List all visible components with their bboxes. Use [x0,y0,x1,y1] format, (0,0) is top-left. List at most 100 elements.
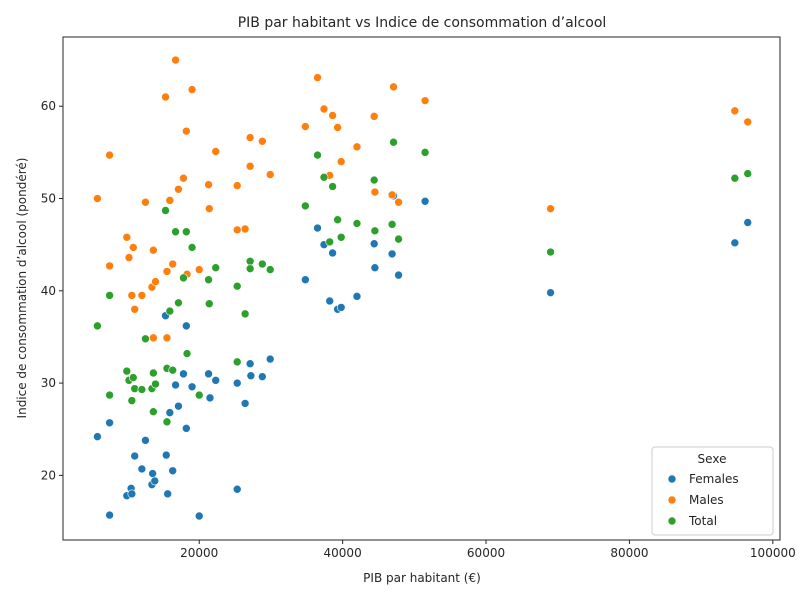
data-point-females [128,490,136,498]
data-point-males [301,123,309,131]
data-point-males [166,196,174,204]
data-point-total [163,418,171,426]
data-point-females [205,370,213,378]
data-point-total [241,310,249,318]
data-point-males [334,123,342,131]
data-point-males [149,246,157,254]
data-point-females [329,249,337,257]
data-point-males [129,243,137,251]
data-point-females [169,467,177,475]
legend-marker-total [668,517,676,525]
x-tick-label: 80000 [610,546,648,560]
data-point-males [205,181,213,189]
data-point-males [106,151,114,159]
legend: Sexe Females Males Total [652,447,773,535]
data-point-females [182,424,190,432]
data-point-females [182,322,190,330]
data-point-total [371,227,379,235]
data-point-total [149,408,157,416]
data-point-males [371,188,379,196]
data-point-females [731,239,739,247]
x-axis-label: PIB par habitant (€) [363,571,481,585]
chart-title: PIB par habitant vs Indice de consommati… [238,15,607,31]
data-point-females [162,451,170,459]
data-point-females [266,355,274,363]
data-point-males [169,260,177,268]
data-point-total [246,257,254,265]
data-point-total [179,274,187,282]
y-tick-label: 50 [41,192,56,206]
data-point-females [179,370,187,378]
legend-marker-females [668,475,676,483]
data-point-males [258,137,266,145]
data-point-males [390,83,398,91]
data-point-males [329,111,337,119]
data-point-total [106,291,114,299]
data-point-females [233,379,241,387]
data-point-total [205,276,213,284]
data-point-total [390,138,398,146]
data-point-total [329,183,337,191]
data-point-males [233,226,241,234]
data-point-total [195,391,203,399]
data-point-total [233,282,241,290]
data-point-total [395,235,403,243]
data-point-females [337,303,345,311]
data-point-total [169,366,177,374]
data-point-females [149,470,157,478]
data-point-total [106,391,114,399]
data-point-total [314,151,322,159]
data-point-females [172,381,180,389]
data-point-total [388,220,396,228]
data-point-total [172,228,180,236]
data-point-total [151,380,159,388]
data-point-males [314,74,322,82]
data-point-total [326,238,334,246]
data-point-males [212,147,220,155]
y-tick-label: 40 [41,284,56,298]
data-point-females [353,292,361,300]
data-point-total [188,243,196,251]
data-point-total [129,374,137,382]
legend-title: Sexe [698,452,727,466]
data-point-total [731,174,739,182]
data-point-males [246,134,254,142]
data-point-females [138,465,146,473]
data-point-males [195,266,203,274]
data-point-females [174,402,182,410]
data-point-males [162,93,170,101]
data-point-males [744,118,752,126]
data-point-total [205,300,213,308]
data-point-total [182,228,190,236]
data-point-males [182,127,190,135]
data-point-females [547,289,555,297]
data-point-females [188,383,196,391]
data-point-males [172,56,180,64]
data-point-males [337,158,345,166]
data-point-males [547,205,555,213]
y-tick-label: 60 [41,99,56,113]
data-point-females [744,219,752,227]
data-point-total [149,369,157,377]
data-point-total [93,322,101,330]
data-point-males [421,97,429,105]
data-point-females [131,452,139,460]
data-point-total [744,170,752,178]
data-point-females [151,477,159,485]
data-point-females [233,485,241,493]
data-point-females [246,360,254,368]
data-point-females [206,394,214,402]
data-point-total [233,358,241,366]
data-point-total [334,216,342,224]
data-point-total [212,264,220,272]
data-point-females [258,373,266,381]
data-point-females [241,399,249,407]
data-point-total [246,265,254,273]
data-point-males [138,291,146,299]
data-point-total [141,335,149,343]
data-point-total [166,307,174,315]
data-point-females [141,436,149,444]
data-point-total [183,350,191,358]
data-point-females [395,271,403,279]
